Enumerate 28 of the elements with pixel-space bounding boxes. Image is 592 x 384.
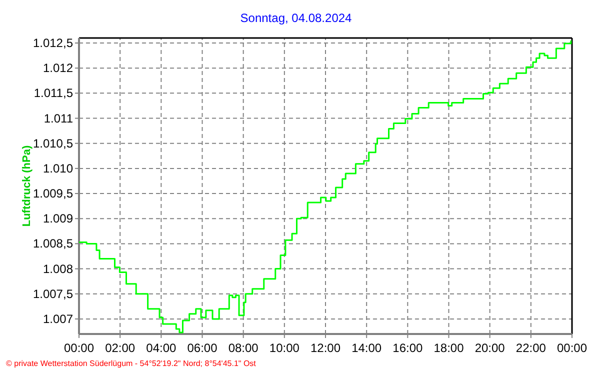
y-tick-label: 1.009	[42, 212, 74, 226]
y-tick-label: 1.012	[42, 61, 74, 76]
x-tick-label: 02:00	[105, 341, 136, 355]
x-tick-label: 04:00	[146, 341, 177, 355]
x-tick-label: 06:00	[187, 341, 218, 355]
y-axis-title: Luftdruck (hPa)	[21, 145, 33, 227]
x-tick-label: 18:00	[434, 341, 464, 355]
x-tick-label: 00:00	[556, 341, 588, 355]
x-tick-label: 22:00	[516, 341, 546, 355]
y-tick-label: 1.010	[42, 161, 74, 176]
y-tick-label: 1.008,5	[32, 236, 74, 251]
y-tick-label: 1.007	[42, 312, 74, 326]
chart-title: Sonntag, 04.08.2024	[240, 11, 352, 25]
x-tick-label: 12:00	[310, 341, 341, 355]
x-tick-label: 00:00	[64, 341, 94, 355]
y-tick-label: 1.010,5	[32, 136, 74, 150]
x-tick-label: 10:00	[269, 341, 300, 355]
y-tick-label: 1.009,5	[32, 186, 74, 201]
text: © private Wetterstation Süderlügum - 54°52'19.2" Nord; 8°54'45.1" Ost	[6, 359, 257, 368]
x-tick-label: 14:00	[352, 341, 382, 355]
x-tick-label: 20:00	[474, 341, 506, 355]
x-tick-label: 16:00	[392, 341, 424, 355]
x-tick-label: 08:00	[228, 341, 259, 355]
y-tick-label: 1.007,5	[32, 286, 74, 301]
y-tick-label: 1.012,5	[32, 36, 74, 50]
y-tick-label: 1.008	[42, 262, 74, 276]
y-tick-label: 1.011	[44, 111, 74, 126]
y-tick-label: 1.011,5	[34, 86, 74, 100]
